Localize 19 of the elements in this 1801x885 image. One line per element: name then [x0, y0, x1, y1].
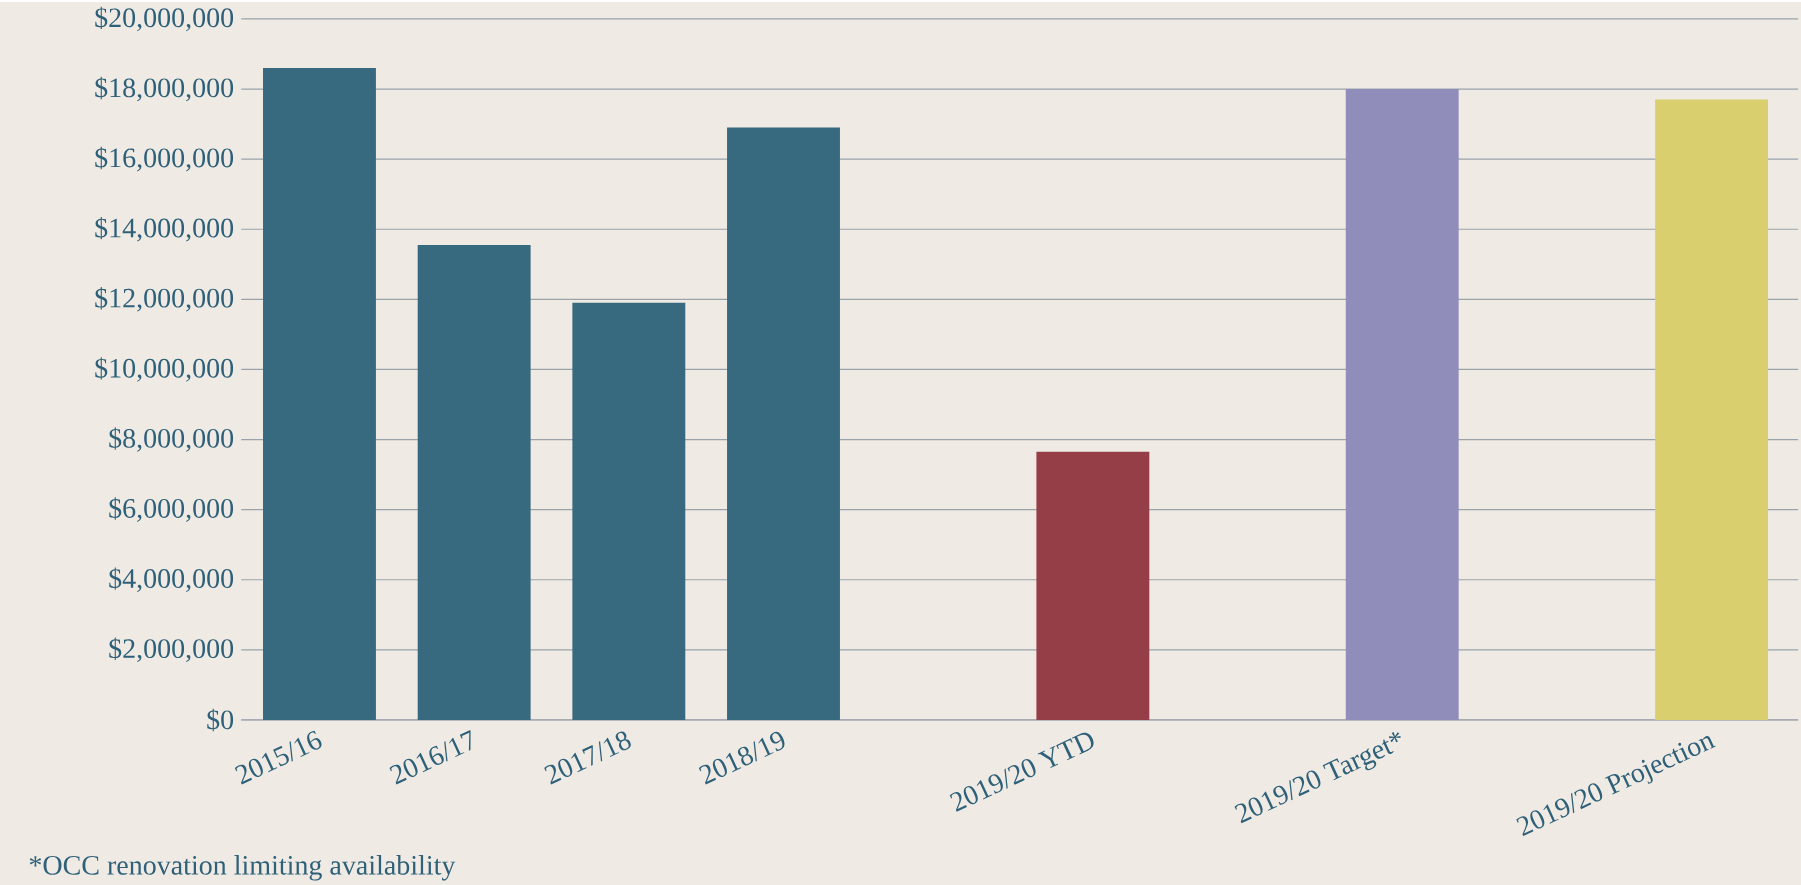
- bar: [1036, 451, 1150, 720]
- y-tick-label: $14,000,000: [95, 216, 234, 242]
- y-tick-label: $12,000,000: [95, 287, 234, 312]
- text: *OCC renovation limiting availability: [29, 855, 456, 881]
- bar: [1655, 99, 1769, 720]
- y-tick-label: $10,000,000: [95, 357, 234, 382]
- y-tick-label: $6,000,000: [109, 497, 234, 522]
- y-tick-label: $18,000,000: [95, 76, 234, 102]
- y-tick-label: $20,000,000: [95, 6, 234, 32]
- bar: [263, 68, 376, 720]
- y-tick-label: $8,000,000: [109, 427, 234, 452]
- bar: [1345, 89, 1459, 720]
- y-tick-label: $2,000,000: [109, 637, 234, 663]
- bar: [417, 245, 531, 720]
- bar: [572, 302, 686, 720]
- y-tick-label: $0: [207, 708, 234, 732]
- y-tick-label: $16,000,000: [95, 146, 234, 172]
- y-tick-label: $4,000,000: [109, 567, 234, 593]
- bar: [727, 127, 840, 720]
